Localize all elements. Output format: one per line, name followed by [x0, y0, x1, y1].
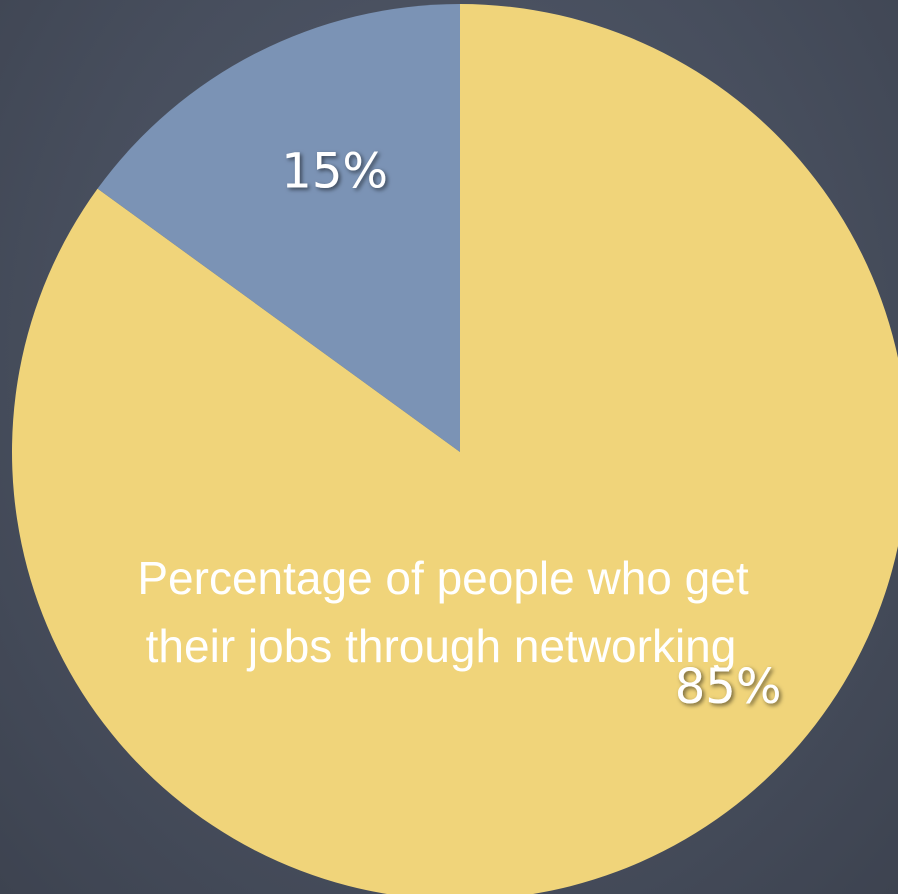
slice-label-15: 15%: [281, 143, 388, 199]
slice-label-85: 85%: [675, 659, 782, 715]
chart-title-line-2: their jobs through networking: [146, 620, 737, 672]
chart-title-line-1: Percentage of people who get: [137, 552, 748, 604]
pie-slice-85: [11, 4, 898, 894]
pie-slice-15: [97, 4, 460, 452]
